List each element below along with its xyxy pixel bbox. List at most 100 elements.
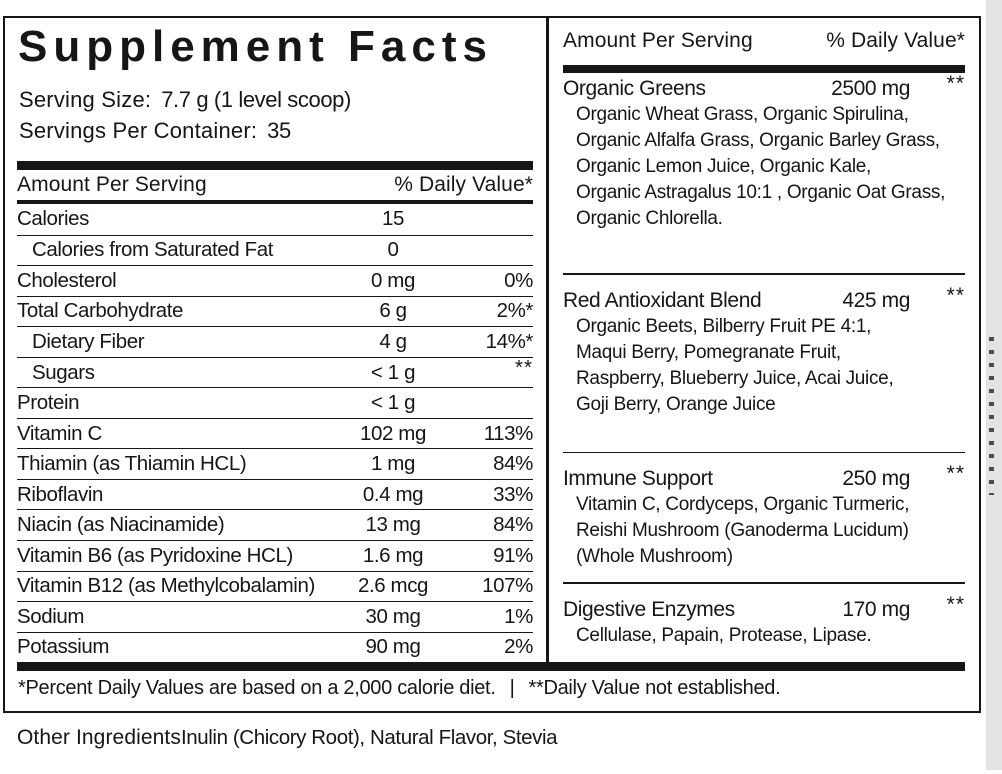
nutrient-name: Vitamin C [17, 421, 102, 445]
nutrient-daily-value: ** [515, 355, 533, 379]
nutrient-name: Vitamin B6 (as Pyridoxine HCL) [17, 543, 293, 567]
nutrient-daily-value: 84% [493, 513, 533, 537]
blend-daily-value: ** [946, 462, 965, 485]
edge-vertical-print-marks [989, 337, 994, 495]
footnote-separator: | [509, 677, 515, 699]
blend-header-row: Red Antioxidant Blend 425 mg ** [563, 284, 965, 314]
table-row: Total Carbohydrate 6 g 2%* [17, 295, 533, 327]
nutrient-name: Thiamin (as Thiamin HCL) [17, 452, 247, 476]
blend-block: Red Antioxidant Blend 425 mg ** Organic … [563, 284, 965, 418]
nutrient-daily-value: 113% [483, 421, 534, 445]
blend-amount: 425 mg [842, 288, 910, 312]
left-header-mid-rule [17, 199, 533, 204]
blend-amount: 2500 mg [831, 77, 910, 100]
nutrient-amount: 1.6 mg [362, 543, 424, 567]
left-amount-per-serving-header: Amount Per Serving [17, 173, 207, 196]
not-established-footnote: **Daily Value not established. [528, 677, 781, 699]
blend-header-row: Organic Greens 2500 mg ** [563, 72, 965, 102]
right-daily-value-header: % Daily Value* [826, 29, 965, 52]
servings-per-container-label: Servings Per Container: [19, 118, 258, 143]
nutrient-amount: < 1 g [370, 360, 416, 384]
blend-ingredients: Cellulase, Papain, Protease, Lipase. [576, 624, 872, 646]
nutrient-daily-value: 0% [504, 268, 533, 292]
blend-ingredients: Organic Wheat Grass, Organic Spirulina, … [576, 104, 946, 229]
table-row: Sugars < 1 g ** [17, 355, 533, 388]
nutrient-amount: 102 mg [360, 421, 426, 445]
nutrient-name: Dietary Fiber [32, 329, 145, 353]
table-row: Dietary Fiber 4 g 14%* [17, 326, 533, 357]
table-row: Potassium 90 mg 2% [17, 631, 533, 663]
nutrient-name: Calories [17, 207, 89, 231]
blend-amount: 250 mg [842, 467, 910, 490]
table-row: Riboflavin 0.4 mg 33% [17, 478, 533, 510]
blend-daily-value: ** [946, 592, 965, 616]
blend-name: Immune Support [563, 467, 713, 490]
page-edge-strip [986, 0, 1002, 770]
bottom-thick-rule [17, 662, 965, 671]
nutrient-amount: 2.6 mcg [357, 574, 429, 598]
left-column-header: Amount Per Serving % Daily Value* [17, 173, 533, 197]
blend-amount: 170 mg [842, 597, 910, 621]
table-row: Vitamin C 102 mg 113% [17, 417, 534, 449]
table-row: Vitamin B6 (as Pyridoxine HCL) 1.6 mg 91… [17, 540, 533, 571]
table-row: Calories from Saturated Fat 0 [17, 234, 533, 266]
serving-size-label: Serving Size: [19, 87, 152, 112]
nutrient-name: Calories from Saturated Fat [32, 238, 273, 262]
blend-header-row: Digestive Enzymes 170 mg ** [563, 593, 965, 623]
table-row: Sodium 30 mg 1% [17, 601, 533, 632]
blend-name: Digestive Enzymes [563, 597, 735, 621]
blend-header-row: Immune Support 250 mg ** [563, 462, 965, 492]
nutrient-daily-value: 91% [493, 543, 533, 567]
daily-value-footnote: *Percent Daily Values are based on a 2,0… [18, 677, 496, 699]
nutrient-name: Protein [17, 391, 80, 415]
table-row: Niacin (as Niacinamide) 13 mg 84% [17, 509, 533, 540]
nutrient-amount: 15 [381, 207, 404, 231]
nutrient-daily-value: 107% [482, 574, 533, 598]
table-row: Vitamin B12 (as Methylcobalamin) 2.6 mcg… [17, 570, 533, 602]
nutrient-amount: 0.4 mg [362, 482, 424, 506]
blend-block: Organic Greens 2500 mg ** Organic Wheat … [563, 72, 965, 232]
left-header-thick-rule [17, 161, 533, 170]
table-row: Thiamin (as Thiamin HCL) 1 mg 84% [17, 448, 533, 479]
servings-per-container-value: 35 [267, 118, 291, 143]
serving-size-value: 7.7 g (1 level scoop) [161, 87, 351, 112]
other-ingredients-label: Other Ingredients [17, 726, 181, 749]
nutrient-daily-value: 1% [504, 604, 533, 628]
nutrient-amount: 30 mg [365, 604, 421, 628]
facts-panel-border [3, 16, 981, 713]
nutrient-name: Vitamin B12 (as Methylcobalamin) [17, 574, 315, 598]
nutrient-name: Sugars [32, 360, 95, 384]
blend-daily-value: ** [946, 283, 965, 307]
table-row: Cholesterol 0 mg 0% [17, 265, 533, 296]
right-header-thick-rule [563, 65, 965, 73]
nutrient-amount: 13 mg [365, 513, 421, 537]
nutrient-amount: 4 g [379, 329, 407, 353]
blend-block: Immune Support 250 mg ** Vitamin C, Cord… [563, 462, 965, 570]
servings-per-container-line: Servings Per Container: 35 [19, 118, 291, 144]
blend-ingredients: Vitamin C, Cordyceps, Organic Turmeric, … [576, 494, 910, 567]
nutrient-name: Riboflavin [17, 482, 104, 506]
right-amount-per-serving-header: Amount Per Serving [563, 29, 753, 52]
footnote: *Percent Daily Values are based on a 2,0… [18, 677, 964, 700]
nutrient-name: Potassium [17, 635, 110, 659]
nutrient-daily-value: 14%* [485, 329, 534, 353]
table-row: Protein < 1 g [17, 387, 533, 418]
other-ingredients-line: Other IngredientsInulin (Chicory Root), … [17, 726, 977, 750]
section-divider [563, 582, 965, 584]
nutrient-amount: < 1 g [370, 391, 416, 415]
blend-daily-value: ** [946, 72, 965, 95]
nutrient-amount: 90 mg [365, 635, 421, 659]
nutrient-amount: 0 mg [371, 268, 415, 292]
blend-name: Red Antioxidant Blend [563, 288, 762, 312]
section-divider [563, 273, 965, 275]
table-row: Calories 15 [17, 204, 533, 235]
blend-ingredients: Organic Beets, Bilberry Fruit PE 4:1, Ma… [576, 315, 894, 415]
section-divider [563, 451, 965, 453]
panel-title: Supplement Facts [18, 22, 493, 71]
nutrient-amount: 6 g [379, 299, 407, 323]
nutrient-amount: 0 [387, 238, 399, 262]
other-ingredients-value: Inulin (Chicory Root), Natural Flavor, S… [180, 726, 558, 749]
blend-block: Digestive Enzymes 170 mg ** Cellulase, P… [563, 593, 965, 649]
nutrient-name: Total Carbohydrate [17, 299, 184, 323]
